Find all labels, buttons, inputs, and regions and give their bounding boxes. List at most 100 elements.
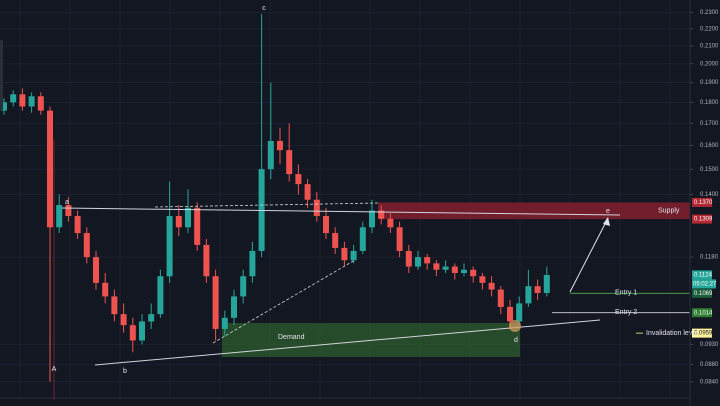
annotation: b: [123, 368, 127, 375]
countdown: 05:02:27: [693, 282, 717, 288]
candle-body: [10, 94, 17, 103]
candle-body: [1, 102, 7, 111]
candle-body: [148, 314, 155, 322]
candle-body: [139, 321, 145, 341]
candle-body: [83, 233, 90, 258]
candle-body: [240, 276, 247, 297]
candle-body: [479, 276, 486, 283]
side-toolbar: [0, 40, 3, 110]
candle-body: [415, 257, 421, 267]
annotation: Invalidation level: [646, 330, 698, 337]
candle-body: [451, 266, 458, 273]
highlight-circle: [509, 320, 521, 332]
candle-body: [102, 282, 109, 297]
annotation: A: [52, 366, 57, 373]
annotation: Demand: [278, 334, 305, 341]
price-label: 0.0959: [694, 331, 713, 337]
y-tick-label: 0.0930: [700, 342, 719, 348]
candle-body: [203, 244, 210, 277]
y-tick-label: 0.1400: [700, 192, 719, 198]
candle-body: [405, 250, 412, 267]
candle-body: [534, 286, 541, 293]
dashed-trend-line: [212, 259, 356, 344]
dashed-line: [154, 202, 379, 208]
candle-body: [461, 269, 467, 273]
candle-body: [277, 140, 283, 151]
candle-body: [28, 96, 35, 107]
candle-body: [516, 303, 523, 322]
candle-body: [166, 216, 173, 277]
price-label-box: [692, 328, 712, 338]
price-label-box: [692, 270, 712, 280]
countdown-box: [692, 279, 716, 289]
candle-body: [442, 266, 449, 270]
price-label: 0.1124: [694, 273, 713, 279]
candle-body: [56, 205, 63, 228]
candle-body: [74, 216, 81, 234]
candle-body: [396, 227, 403, 251]
y-tick-label: 0.1500: [700, 167, 719, 173]
arrow-line: [569, 221, 607, 293]
arrow-head: [603, 217, 610, 226]
candle-body: [470, 269, 477, 277]
candle-body: [313, 199, 320, 217]
candle-body: [304, 184, 311, 200]
annotation: a: [65, 199, 69, 206]
candle-body: [231, 296, 237, 318]
candle-body: [433, 263, 440, 270]
annotation: e: [606, 208, 610, 215]
candle-body: [525, 286, 532, 304]
candle-body: [488, 282, 495, 290]
labels: 0.2300 0.2200 0.2100 0.2000 0.1900 0.1800 0.17…: [52, 5, 719, 385]
candle-body: [332, 233, 339, 248]
candle-body: [369, 210, 375, 228]
annotation: Entry 2: [615, 309, 637, 316]
candle-body: [65, 205, 72, 217]
candle-body: [341, 247, 348, 261]
candle-body: [93, 257, 99, 283]
y-tick-label: 0.2300: [700, 10, 719, 16]
candle-body: [350, 250, 357, 261]
price-label: 0.1069: [694, 291, 713, 297]
annotation: c: [262, 5, 266, 12]
annotation: Supply: [658, 208, 680, 215]
y-tick-label: 0.2000: [700, 61, 719, 67]
candle-body: [286, 150, 293, 175]
candle-body: [543, 274, 550, 293]
candle-body: [249, 250, 256, 277]
y-tick-label: 0.1700: [700, 121, 719, 127]
candle-body: [129, 325, 136, 341]
y-tick-label: 0.0880: [700, 362, 719, 368]
candle-body: [37, 96, 44, 111]
price-label: 0.1014: [694, 310, 713, 316]
y-tick-label: 0.0840: [700, 379, 719, 385]
price-label-box: [692, 214, 712, 224]
supply-zone: [378, 202, 690, 220]
price-label: 0.1309: [694, 217, 713, 223]
candle-body: [47, 110, 53, 228]
candle-body: [378, 210, 385, 219]
candle-body: [111, 296, 118, 315]
candle-body: [359, 227, 366, 251]
y-tick-label: 0.1600: [700, 143, 719, 149]
annotation: Entry 1: [615, 290, 637, 297]
neckline: [61, 207, 621, 216]
candle-body: [424, 257, 431, 264]
candle-body: [175, 216, 182, 228]
price-label-box: [692, 288, 712, 298]
price-label: 0.1370: [694, 200, 713, 206]
price-label-box: [692, 308, 712, 318]
candle-body: [157, 276, 164, 315]
candle-body: [507, 306, 513, 322]
annotation: d: [514, 337, 518, 344]
candle-body: [267, 140, 274, 170]
candle-body: [497, 289, 504, 307]
y-tick-label: 0.2200: [700, 26, 719, 32]
candle-body: [185, 207, 191, 228]
y-tick-label: 0.2100: [700, 43, 719, 49]
candle-body: [212, 276, 219, 329]
candle-body: [323, 216, 329, 234]
price-label-box: [692, 197, 712, 207]
y-tick-label: 0.1900: [700, 80, 719, 86]
candle-body: [194, 207, 201, 245]
